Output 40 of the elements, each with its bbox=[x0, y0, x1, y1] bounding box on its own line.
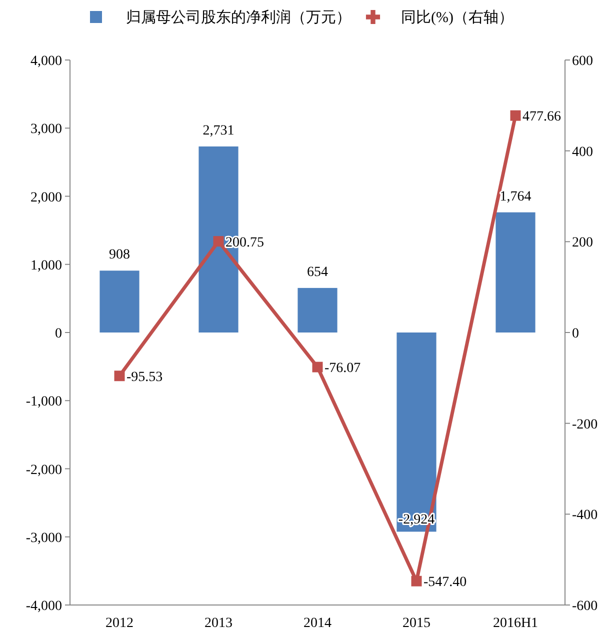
y-tick-label: 0 bbox=[55, 326, 62, 342]
point bbox=[312, 362, 323, 372]
bar bbox=[396, 332, 436, 532]
y-tick-label: 3,000 bbox=[30, 122, 62, 138]
y2-tick-label: 400 bbox=[572, 144, 593, 160]
y-tick-label: -3,000 bbox=[26, 530, 62, 546]
data-label: 1,764 bbox=[500, 189, 532, 204]
data-label: -547.40 bbox=[424, 575, 467, 590]
y-tick-label: -1,000 bbox=[26, 394, 62, 410]
point bbox=[213, 236, 224, 247]
y-tick-label: 1,000 bbox=[30, 258, 62, 274]
legend-label: 归属母公司股东的净利润（万元） bbox=[126, 9, 351, 26]
data-label: -95.53 bbox=[126, 370, 163, 385]
y-tick-label: 2,000 bbox=[30, 190, 62, 206]
y2-tick-label: -200 bbox=[572, 417, 598, 432]
data-label: -76.07 bbox=[324, 361, 361, 376]
x-tick-label: 2013 bbox=[204, 616, 232, 631]
y-tick-label: -2,000 bbox=[26, 462, 62, 478]
y-tick-label: 4,000 bbox=[30, 54, 62, 69]
legend-label: 同比(%)（右轴） bbox=[401, 9, 514, 26]
y2-tick-label: -400 bbox=[572, 508, 598, 524]
y2-tick-label: 0 bbox=[572, 326, 579, 342]
y2-tick-label: 600 bbox=[572, 54, 593, 69]
x-tick-label: 2014 bbox=[304, 616, 332, 631]
data-label: 908 bbox=[109, 248, 130, 263]
point bbox=[510, 110, 521, 121]
y-tick-label: -4,000 bbox=[26, 599, 62, 614]
x-tick-label: 2016H1 bbox=[492, 616, 538, 631]
x-tick-label: 2015 bbox=[402, 616, 430, 631]
bar bbox=[100, 270, 140, 332]
y2-tick-label: 200 bbox=[572, 236, 593, 251]
data-label: 2,731 bbox=[202, 123, 234, 138]
point bbox=[411, 576, 422, 586]
x-tick-label: 2012 bbox=[106, 616, 134, 631]
point bbox=[114, 370, 125, 382]
bar bbox=[298, 288, 338, 332]
data-label: 477.66 bbox=[522, 110, 561, 125]
y2-tick-label: -600 bbox=[572, 599, 598, 614]
bar bbox=[496, 212, 536, 332]
data-label: 654 bbox=[307, 264, 328, 280]
